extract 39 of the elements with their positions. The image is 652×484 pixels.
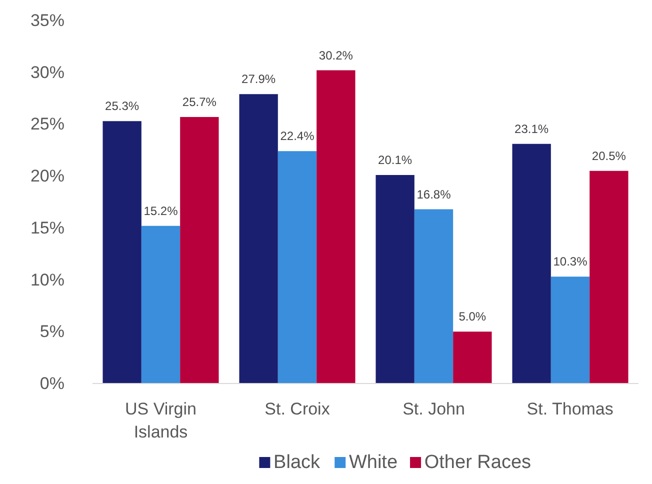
data-label: 25.3% [105, 99, 140, 114]
data-label: 22.4% [280, 129, 315, 144]
bar [278, 151, 317, 384]
bar [512, 144, 551, 384]
data-label: 23.1% [514, 122, 549, 136]
x-tick-label: St. John [402, 400, 465, 418]
x-tick-label: St. Croix [264, 400, 330, 418]
bar [590, 170, 628, 384]
x-tick-label: St. Thomas [526, 400, 614, 418]
data-label: 20.1% [378, 153, 412, 168]
y-tick-label: 30% [30, 62, 65, 82]
data-label: 10.3% [553, 254, 588, 269]
y-tick-label: 10% [30, 270, 65, 290]
data-label: 16.8% [416, 187, 452, 202]
data-label: 27.9% [242, 72, 276, 86]
y-tick-label: 15% [30, 218, 65, 238]
y-tick-label: 35% [30, 11, 65, 30]
bar [239, 94, 278, 384]
data-label: 15.2% [144, 204, 178, 218]
bar [102, 121, 142, 384]
y-tick-label: 0% [40, 374, 65, 393]
y-tick-label: 5% [40, 322, 65, 342]
data-label: 5.0% [458, 310, 486, 324]
bar [180, 116, 219, 384]
legend-label: Black [274, 452, 321, 473]
bar [141, 226, 180, 384]
y-tick-label: 20% [30, 166, 65, 186]
data-label: 20.5% [592, 148, 626, 163]
bar [414, 209, 454, 384]
bar [316, 70, 356, 384]
bar [453, 332, 492, 384]
data-label: 30.2% [318, 48, 354, 62]
legend-label: White [348, 452, 398, 473]
bar [376, 175, 414, 384]
data-label: 25.7% [182, 94, 217, 109]
x-tick-label: US Virgin Islands [125, 400, 197, 442]
legend-label: Other Races [424, 452, 532, 473]
bar [550, 276, 590, 384]
y-tick-label: 25% [30, 114, 65, 134]
